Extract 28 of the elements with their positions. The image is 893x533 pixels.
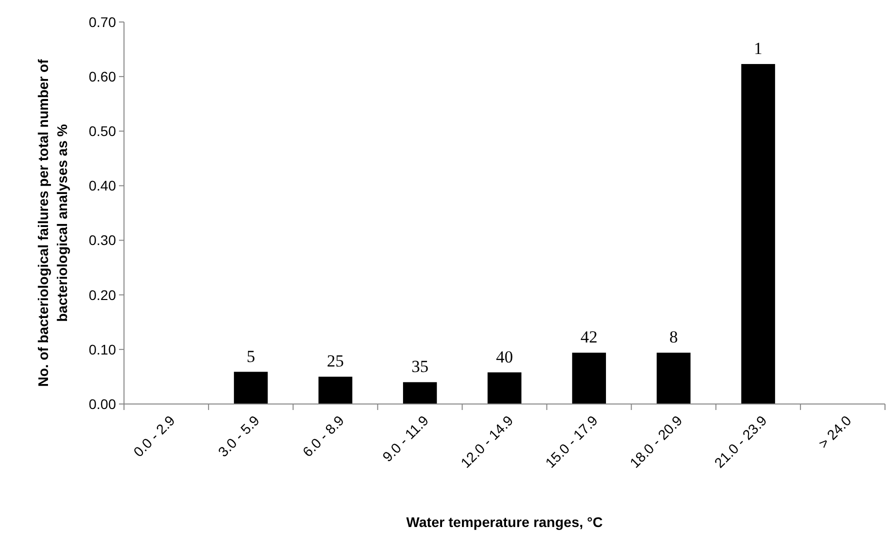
y-tick-label: 0.30 — [88, 232, 116, 248]
bar — [572, 352, 606, 404]
x-tick-label: 3.0 - 5.9 — [214, 412, 263, 460]
bar — [318, 376, 352, 404]
annotation: 1 — [754, 39, 762, 58]
y-tick-label: 0.70 — [88, 14, 116, 30]
bar — [741, 64, 776, 404]
y-axis-title: No. of bacteriological failures per total number of bacteriological analyses as % — [35, 58, 70, 387]
bar — [403, 382, 437, 404]
y-tick-label: 0.50 — [88, 123, 116, 140]
bar — [656, 352, 691, 404]
y-tick-label: 0.60 — [88, 68, 116, 84]
annotation: 8 — [669, 328, 678, 347]
annotation: 25 — [326, 352, 344, 371]
y-tick-label: 0.20 — [88, 286, 116, 303]
bar — [488, 372, 522, 404]
annotation: 42 — [580, 328, 598, 347]
annotation: 35 — [411, 357, 428, 376]
x-tick-label: 6.0 - 8.9 — [299, 412, 348, 460]
x-tick-label: 0.0 - 2.9 — [130, 412, 178, 460]
y-tick-label: 0.10 — [88, 341, 116, 358]
y-tick-label: 0.40 — [88, 178, 116, 194]
bar — [234, 372, 268, 404]
x-axis-title: Water temperature ranges, °C — [406, 514, 603, 530]
y-tick-label: 0.00 — [88, 396, 116, 412]
x-tick-label: 9.0 - 11.9 — [379, 412, 432, 465]
annotation: 40 — [496, 347, 513, 366]
annotation: 5 — [246, 346, 256, 366]
